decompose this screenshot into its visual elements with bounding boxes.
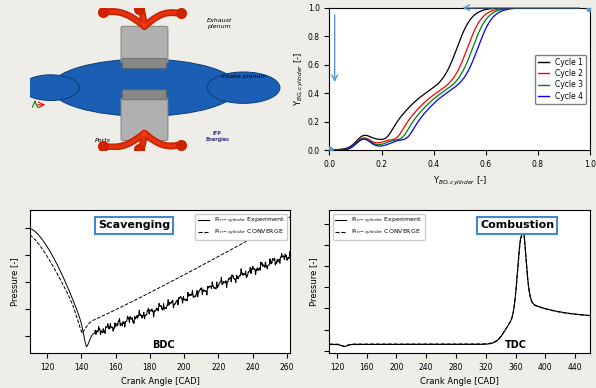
Text: TDC: TDC: [505, 340, 527, 350]
Text: BDC: BDC: [152, 340, 175, 350]
Cycle 1: [372, 136, 379, 141]
Cycle 4: [393, 139, 400, 143]
Legend: P$_{in-cylinder}$ Experiment, P$_{in-cylinder}$ CONVERGE: P$_{in-cylinder}$ Experiment, P$_{in-cyl…: [195, 213, 287, 240]
Text: Scavenging: Scavenging: [98, 220, 170, 230]
Y-axis label: Y$_{BG,cylinder}$ [-]: Y$_{BG,cylinder}$ [-]: [293, 52, 306, 106]
Line: Cycle 4: Cycle 4: [330, 8, 590, 150]
Cycle 3: [522, 5, 529, 10]
Cycle 3: [500, 7, 507, 12]
Cycle 2: [500, 6, 507, 11]
X-axis label: Crank Angle [CAD]: Crank Angle [CAD]: [120, 378, 200, 386]
Cycle 4: [500, 8, 507, 13]
Cycle 4: [479, 32, 486, 37]
Y-axis label: Pressure [-]: Pressure [-]: [309, 257, 318, 306]
Cycle 2: [444, 82, 451, 87]
Text: IFP
Energies: IFP Energies: [206, 131, 229, 142]
Cycle 2: [479, 14, 486, 19]
Ellipse shape: [207, 72, 280, 103]
Cycle 3: [372, 142, 379, 147]
FancyBboxPatch shape: [121, 98, 168, 140]
FancyBboxPatch shape: [122, 59, 167, 68]
Ellipse shape: [22, 75, 79, 100]
Line: Cycle 3: Cycle 3: [330, 8, 590, 150]
Text: Combustion: Combustion: [480, 220, 554, 230]
Cycle 2: [586, 5, 594, 10]
Cycle 2: [326, 148, 333, 152]
Cycle 4: [326, 148, 333, 152]
Cycle 3: [444, 87, 451, 91]
Text: Intake plenum: Intake plenum: [221, 74, 266, 79]
Legend: P$_{in-cylinder}$ Experiment, P$_{in-cylinder}$ CONVERGE: P$_{in-cylinder}$ Experiment, P$_{in-cyl…: [333, 213, 425, 240]
FancyBboxPatch shape: [121, 26, 168, 63]
Cycle 2: [393, 135, 400, 140]
Cycle 1: [586, 5, 594, 10]
Cycle 1: [479, 8, 486, 12]
Cycle 4: [372, 143, 379, 148]
Cycle 1: [500, 6, 507, 10]
Cycle 1: [393, 121, 400, 125]
FancyBboxPatch shape: [122, 90, 167, 100]
X-axis label: Y$_{BO,cylinder}$ [-]: Y$_{BO,cylinder}$ [-]: [433, 175, 487, 188]
Y-axis label: Pressure [-]: Pressure [-]: [10, 257, 18, 306]
Cycle 4: [586, 5, 594, 10]
Cycle 3: [326, 148, 333, 152]
X-axis label: Crank Angle [CAD]: Crank Angle [CAD]: [420, 378, 499, 386]
Cycle 1: [444, 69, 451, 73]
Cycle 3: [393, 138, 400, 142]
Cycle 3: [479, 22, 486, 26]
Cycle 3: [586, 5, 594, 10]
Cycle 1: [326, 147, 333, 152]
Cycle 4: [444, 90, 451, 95]
Text: Exhaust
plenum: Exhaust plenum: [207, 18, 232, 29]
Cycle 2: [522, 5, 529, 10]
Cycle 1: [522, 5, 529, 10]
Line: Cycle 2: Cycle 2: [330, 8, 590, 150]
Line: Cycle 1: Cycle 1: [330, 8, 590, 150]
Cycle 4: [522, 5, 529, 10]
Cycle 2: [372, 140, 379, 145]
Ellipse shape: [51, 59, 238, 116]
Legend: Cycle 1, Cycle 2, Cycle 3, Cycle 4: Cycle 1, Cycle 2, Cycle 3, Cycle 4: [535, 55, 586, 104]
Text: Ports: Ports: [95, 138, 111, 143]
